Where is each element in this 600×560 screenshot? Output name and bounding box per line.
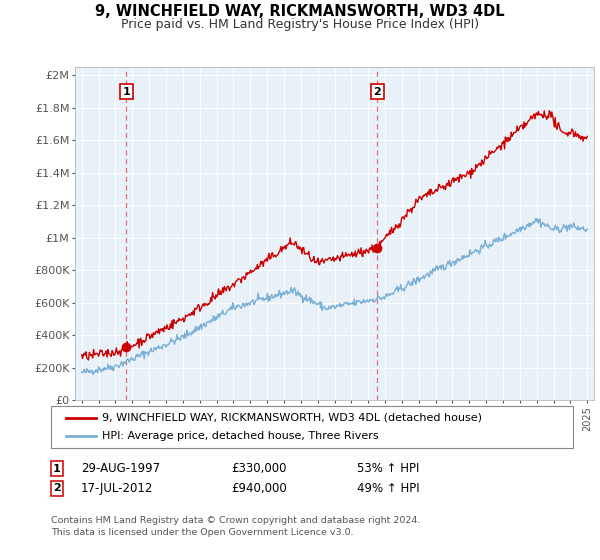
Text: £940,000: £940,000 (231, 482, 287, 495)
Text: 17-JUL-2012: 17-JUL-2012 (81, 482, 154, 495)
Text: 1: 1 (53, 464, 61, 474)
Text: Price paid vs. HM Land Registry's House Price Index (HPI): Price paid vs. HM Land Registry's House … (121, 18, 479, 31)
Text: 49% ↑ HPI: 49% ↑ HPI (357, 482, 419, 495)
Text: 1: 1 (122, 87, 130, 96)
Text: This data is licensed under the Open Government Licence v3.0.: This data is licensed under the Open Gov… (51, 528, 353, 536)
Text: 2: 2 (53, 483, 61, 493)
Text: HPI: Average price, detached house, Three Rivers: HPI: Average price, detached house, Thre… (102, 431, 379, 441)
Text: 9, WINCHFIELD WAY, RICKMANSWORTH, WD3 4DL: 9, WINCHFIELD WAY, RICKMANSWORTH, WD3 4D… (95, 4, 505, 19)
Text: 53% ↑ HPI: 53% ↑ HPI (357, 462, 419, 475)
Text: 29-AUG-1997: 29-AUG-1997 (81, 462, 160, 475)
Text: 2: 2 (373, 87, 381, 96)
Text: 9, WINCHFIELD WAY, RICKMANSWORTH, WD3 4DL (detached house): 9, WINCHFIELD WAY, RICKMANSWORTH, WD3 4D… (102, 413, 482, 423)
Text: £330,000: £330,000 (231, 462, 287, 475)
Text: Contains HM Land Registry data © Crown copyright and database right 2024.: Contains HM Land Registry data © Crown c… (51, 516, 421, 525)
